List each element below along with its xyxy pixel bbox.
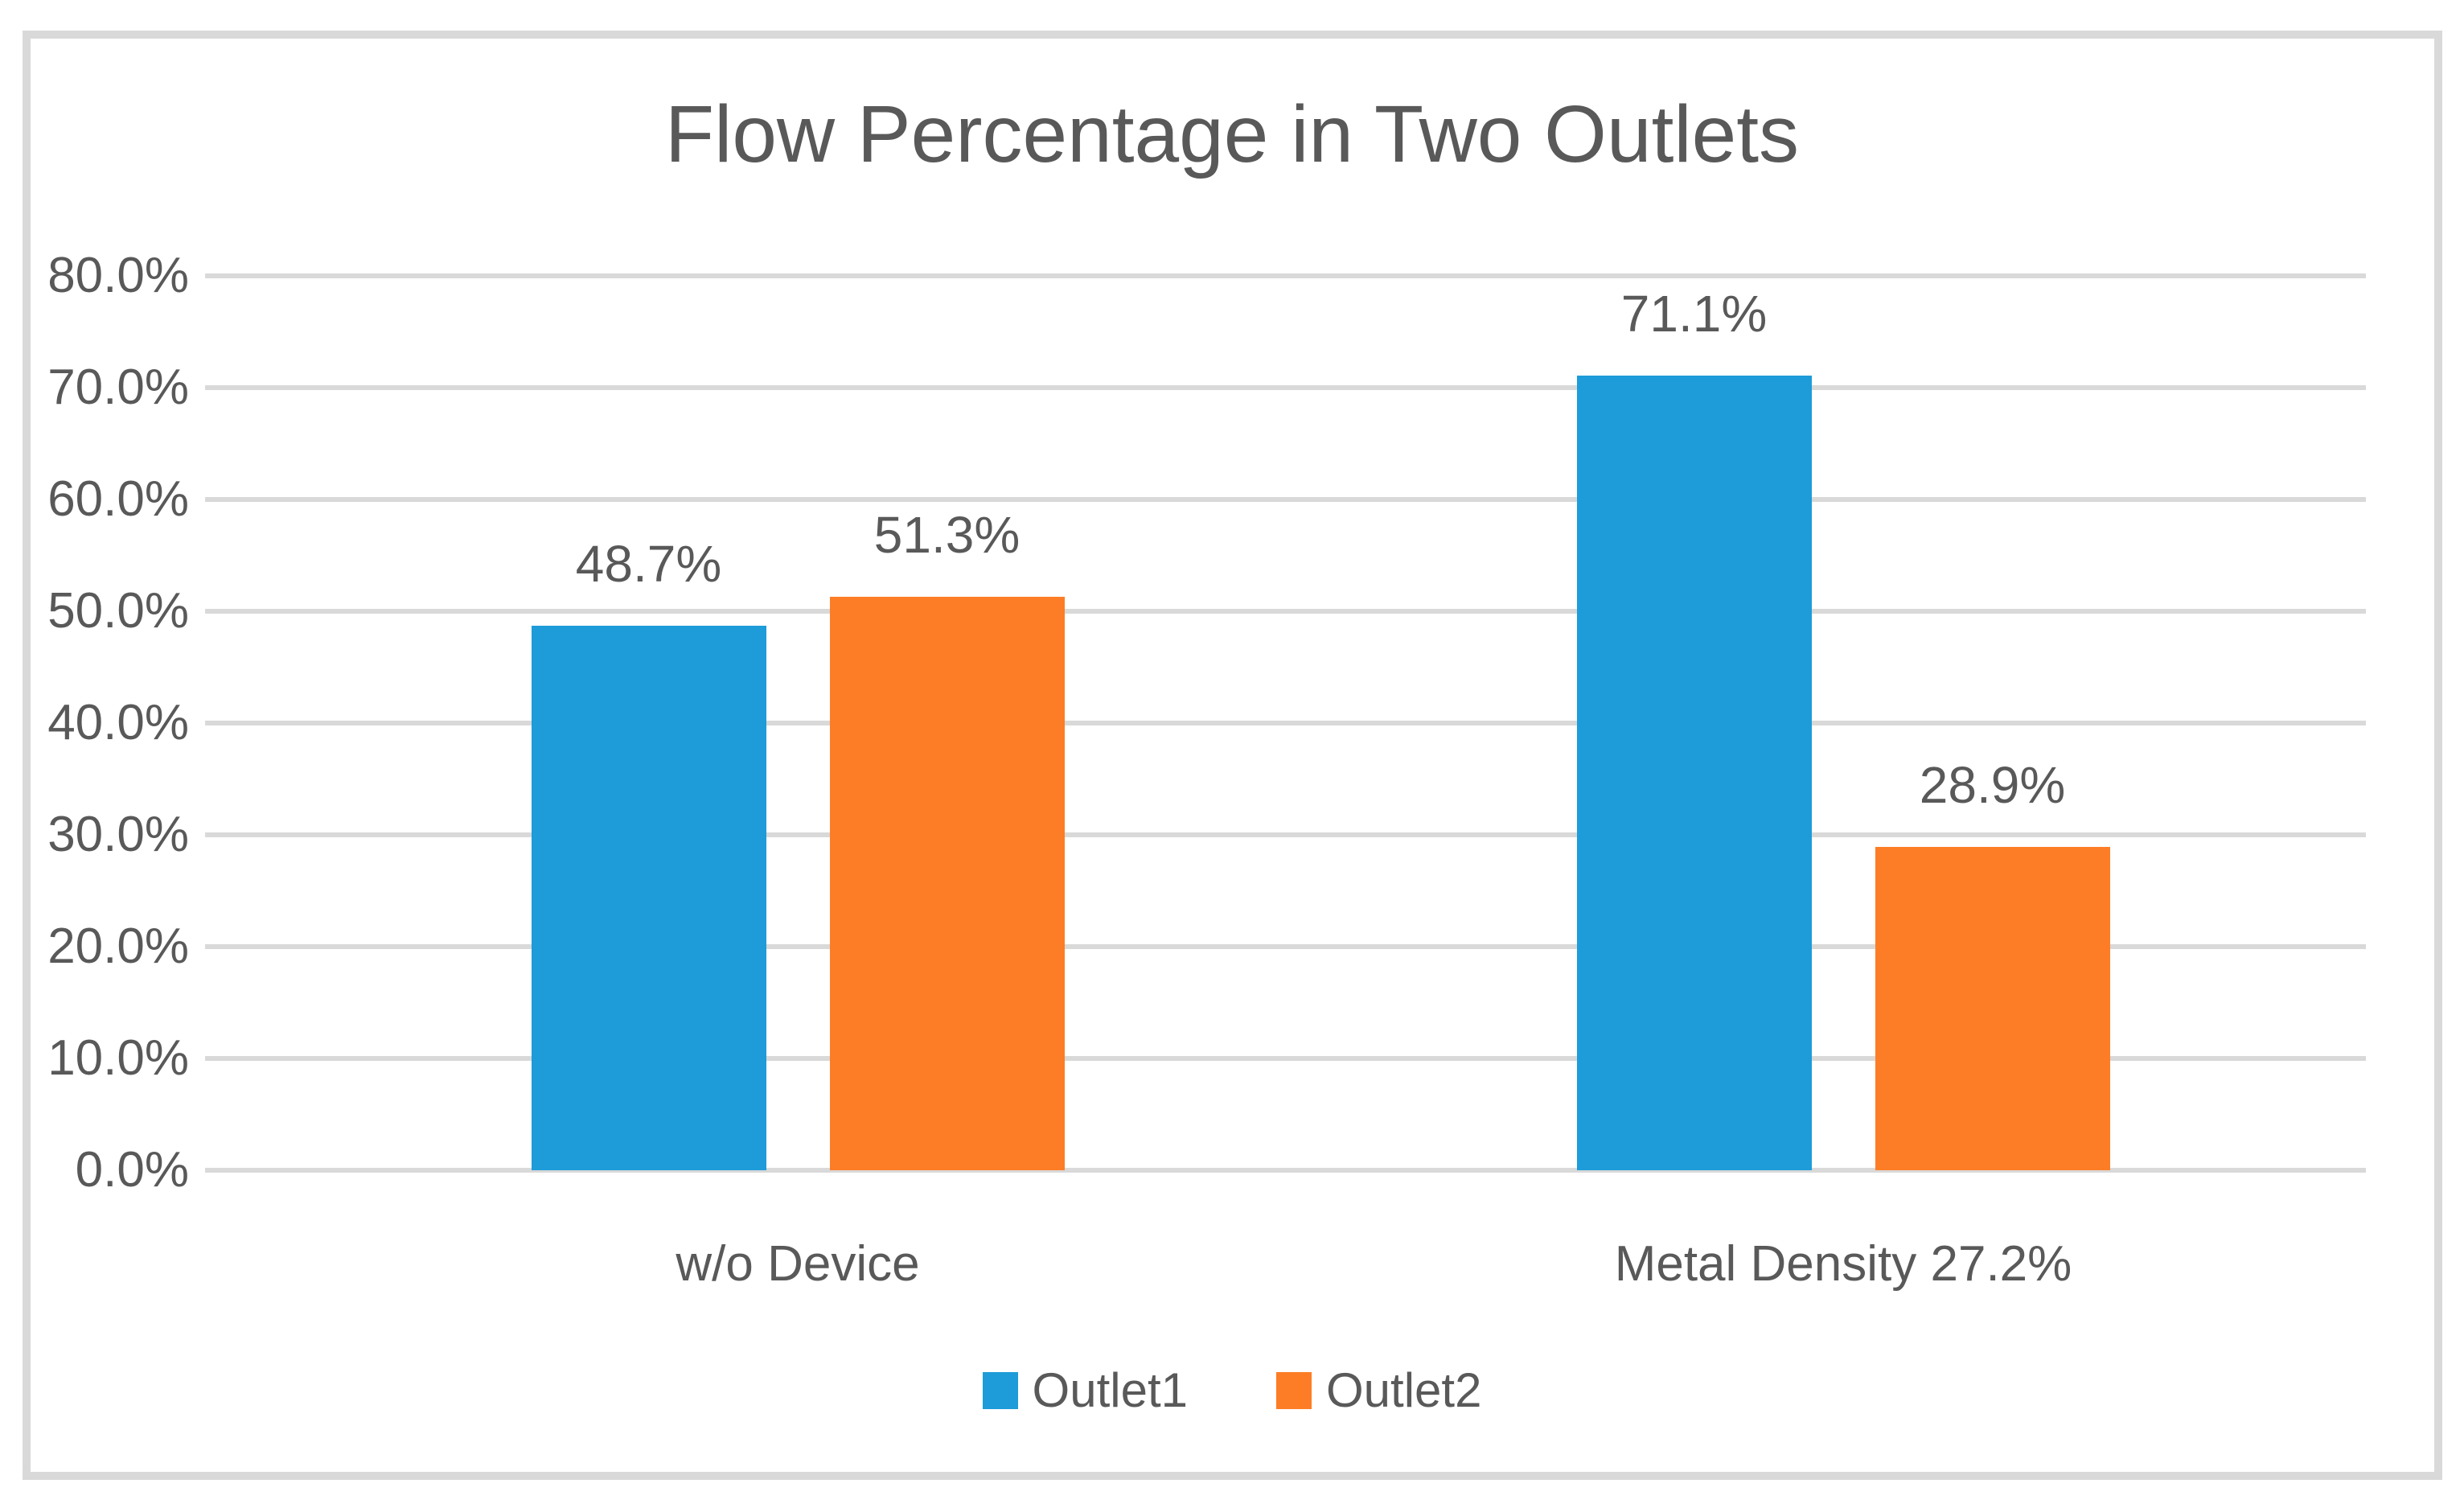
y-tick-label: 50.0% <box>47 583 189 639</box>
y-tick-label: 80.0% <box>47 248 189 303</box>
chart-border-frame <box>23 31 2442 1480</box>
legend-item-outlet2: Outlet2 <box>1276 1362 1481 1420</box>
legend-label: Outlet2 <box>1326 1363 1482 1417</box>
gridline-80.0% <box>205 273 2366 278</box>
category-label-1: w/o Device <box>676 1236 920 1292</box>
gridline-0.0% <box>205 1168 2366 1173</box>
data-label-outlet1-1: 48.7% <box>575 535 722 594</box>
legend-item-outlet1: Outlet1 <box>982 1362 1188 1420</box>
y-tick-label: 40.0% <box>47 695 189 750</box>
bar-outlet2-2 <box>1875 847 2110 1170</box>
y-tick-label: 20.0% <box>47 918 189 974</box>
bar-outlet2-1 <box>829 596 1065 1170</box>
legend: Outlet1 Outlet2 <box>0 1362 2464 1420</box>
y-tick-label: 70.0% <box>47 360 189 415</box>
legend-swatch-icon <box>982 1372 1018 1409</box>
gridline-50.0% <box>205 609 2366 614</box>
chart-title: Flow Percentage in Two Outlets <box>665 89 1799 179</box>
category-label-2: Metal Density 27.2% <box>1614 1236 2072 1292</box>
plot-area: 0.0% 10.0% 20.0% 30.0% 40.0% 50.0% 60.0% 70.0% 8… <box>47 248 2366 1198</box>
y-tick-label: 0.0% <box>75 1142 189 1198</box>
gridline-20.0% <box>205 944 2366 949</box>
gridline-30.0% <box>205 832 2366 837</box>
legend-label: Outlet1 <box>1032 1363 1188 1417</box>
bar-outlet1-1 <box>531 626 766 1170</box>
bar-outlet1-2 <box>1576 375 1812 1170</box>
data-label-outlet2-2: 28.9% <box>1919 756 2066 815</box>
gridline-60.0% <box>205 497 2366 502</box>
gridline-40.0% <box>205 721 2366 725</box>
y-tick-label: 30.0% <box>47 807 189 862</box>
legend-swatch-icon <box>1276 1372 1312 1409</box>
data-label-outlet1-2: 71.1% <box>1620 284 1768 343</box>
y-tick-label: 10.0% <box>47 1030 189 1086</box>
gridline-70.0% <box>205 385 2366 390</box>
y-tick-label: 60.0% <box>47 471 189 527</box>
data-label-outlet2-1: 51.3% <box>873 505 1021 564</box>
gridline-10.0% <box>205 1056 2366 1061</box>
